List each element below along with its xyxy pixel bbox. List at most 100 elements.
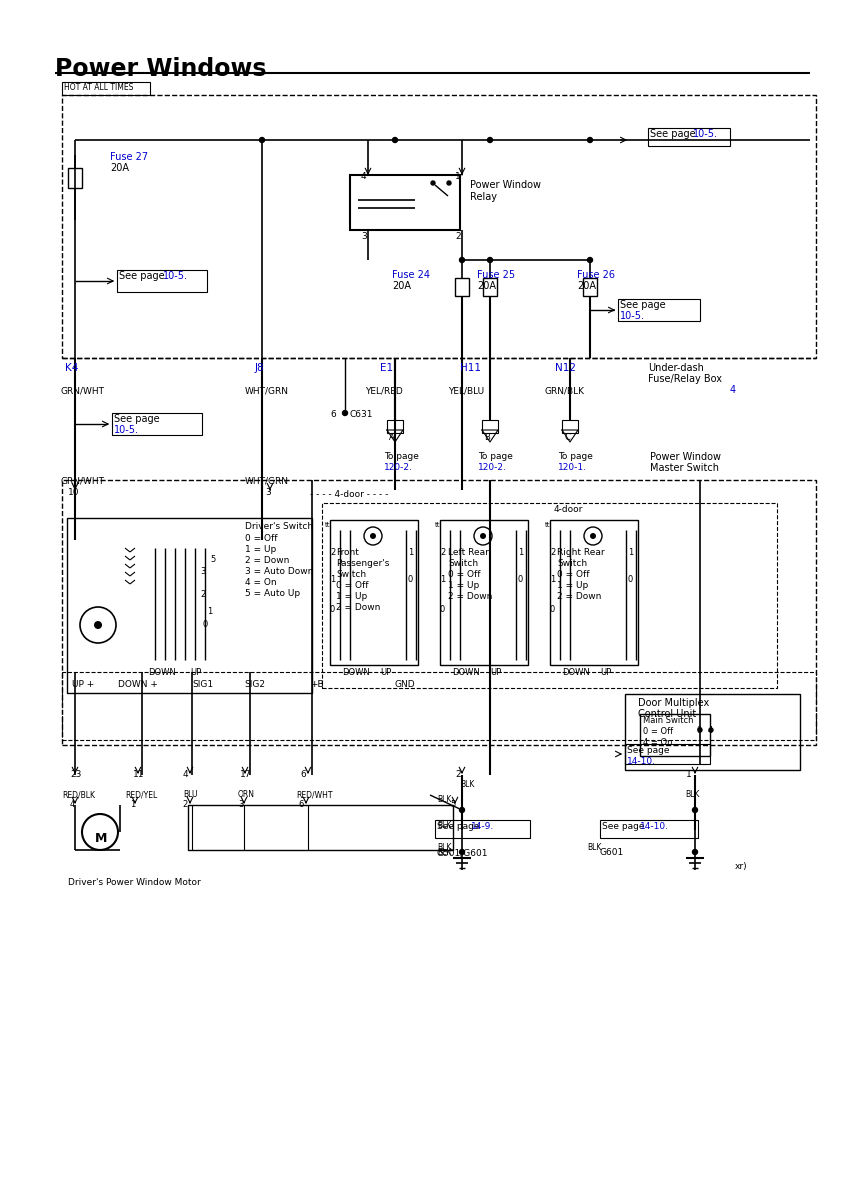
Text: 0: 0 (330, 605, 335, 614)
Text: BLK: BLK (437, 794, 452, 804)
Circle shape (487, 138, 492, 143)
Bar (322, 503, 777, 688)
Text: 4: 4 (361, 172, 367, 181)
Text: BLK: BLK (437, 842, 452, 852)
Text: 1: 1 (207, 607, 212, 616)
Text: 23: 23 (70, 770, 82, 779)
Text: 1 = Up: 1 = Up (336, 592, 368, 601)
Text: 5: 5 (450, 800, 455, 809)
Text: See page: See page (620, 300, 666, 310)
Text: See page: See page (114, 414, 160, 424)
Text: 3 = Auto Down: 3 = Auto Down (245, 566, 313, 576)
Text: xr): xr) (735, 862, 748, 871)
Circle shape (370, 533, 376, 539)
Text: 10-5.: 10-5. (620, 311, 645, 320)
Text: DOWN: DOWN (452, 668, 480, 677)
Text: Right Rear: Right Rear (557, 548, 604, 557)
Text: 1: 1 (130, 800, 135, 809)
Text: 20A: 20A (477, 281, 496, 290)
Circle shape (590, 533, 596, 539)
Text: 1 = Up: 1 = Up (448, 581, 479, 590)
Text: Power Window: Power Window (470, 180, 541, 190)
Text: 2 = Down: 2 = Down (245, 556, 290, 565)
Text: 2 = Down: 2 = Down (448, 592, 492, 601)
Bar (112, 413, 202, 434)
Bar (583, 278, 597, 296)
Text: 4: 4 (708, 726, 713, 734)
Text: tt: tt (545, 522, 550, 528)
Circle shape (94, 622, 102, 629)
Text: 14-10.: 14-10. (640, 822, 669, 830)
Text: Door Multiplex: Door Multiplex (638, 698, 709, 708)
Text: N12: N12 (555, 362, 576, 373)
Circle shape (260, 138, 265, 143)
Circle shape (480, 533, 486, 539)
Text: 10: 10 (68, 488, 80, 497)
Text: 1: 1 (440, 575, 445, 584)
Text: 2 = Down: 2 = Down (557, 592, 601, 601)
Bar (62, 95, 816, 358)
Circle shape (709, 728, 713, 732)
Text: Passenger's: Passenger's (336, 559, 390, 568)
Bar (330, 520, 418, 665)
Text: 0 = Off: 0 = Off (643, 727, 673, 736)
Text: See page: See page (602, 822, 648, 830)
Text: +B: +B (310, 680, 323, 689)
Text: 0 = Off: 0 = Off (245, 534, 278, 542)
Text: B: B (484, 433, 490, 442)
Circle shape (392, 138, 397, 143)
Text: RED/YEL: RED/YEL (125, 790, 157, 799)
Text: DOWN: DOWN (562, 668, 590, 677)
Text: Fuse 25: Fuse 25 (477, 270, 515, 280)
Text: 1: 1 (408, 548, 413, 557)
Text: Control Unit: Control Unit (638, 709, 696, 719)
Text: 0: 0 (440, 605, 445, 614)
Text: Left Rear: Left Rear (448, 548, 489, 557)
Text: 17: 17 (240, 770, 251, 779)
Bar (387, 420, 403, 433)
Text: UP +: UP + (72, 680, 94, 689)
Text: Master Switch: Master Switch (650, 463, 719, 473)
Text: HOT AT ALL TIMES: HOT AT ALL TIMES (64, 83, 133, 92)
Text: 2: 2 (455, 770, 461, 779)
Text: 14-10.: 14-10. (627, 757, 656, 766)
Text: 0 = Off: 0 = Off (557, 570, 589, 578)
Text: Under-dash: Under-dash (648, 362, 704, 373)
Text: See page: See page (650, 128, 699, 139)
Text: RED/BLK: RED/BLK (62, 790, 95, 799)
Text: 0 = Off: 0 = Off (336, 581, 368, 590)
Text: 6: 6 (298, 800, 303, 809)
Text: Front: Front (336, 548, 359, 557)
Text: BLK: BLK (587, 842, 601, 852)
Text: 0: 0 (408, 575, 413, 584)
Text: 0: 0 (697, 726, 702, 734)
Text: M: M (95, 832, 107, 845)
Bar (188, 805, 453, 850)
Bar (62, 82, 150, 95)
Text: Fuse/Relay Box: Fuse/Relay Box (648, 374, 722, 384)
Text: Main Switch: Main Switch (643, 716, 694, 725)
Text: 4 = On: 4 = On (643, 738, 672, 746)
Text: YEL/BLU: YEL/BLU (448, 386, 484, 395)
Text: 2: 2 (200, 590, 205, 599)
Text: G501/G601: G501/G601 (437, 848, 488, 857)
Text: 20A: 20A (577, 281, 596, 290)
Text: 3: 3 (238, 800, 244, 809)
Text: Driver's Switch: Driver's Switch (245, 522, 313, 530)
Text: 0: 0 (628, 575, 633, 584)
Text: BLK: BLK (437, 848, 452, 857)
Bar (625, 744, 710, 764)
Bar (625, 694, 800, 770)
Text: GRN/BLK: GRN/BLK (545, 386, 585, 395)
Circle shape (431, 181, 435, 185)
Text: UP: UP (490, 668, 501, 677)
Text: Power Windows: Power Windows (55, 56, 267, 80)
Text: To page: To page (558, 452, 593, 461)
Text: 10-5.: 10-5. (114, 425, 139, 434)
Text: DOWN: DOWN (148, 668, 176, 677)
Text: To page: To page (384, 452, 419, 461)
Circle shape (487, 258, 492, 263)
Text: WHT/GRN: WHT/GRN (245, 476, 289, 486)
Text: 3: 3 (265, 488, 271, 497)
Bar (483, 278, 497, 296)
